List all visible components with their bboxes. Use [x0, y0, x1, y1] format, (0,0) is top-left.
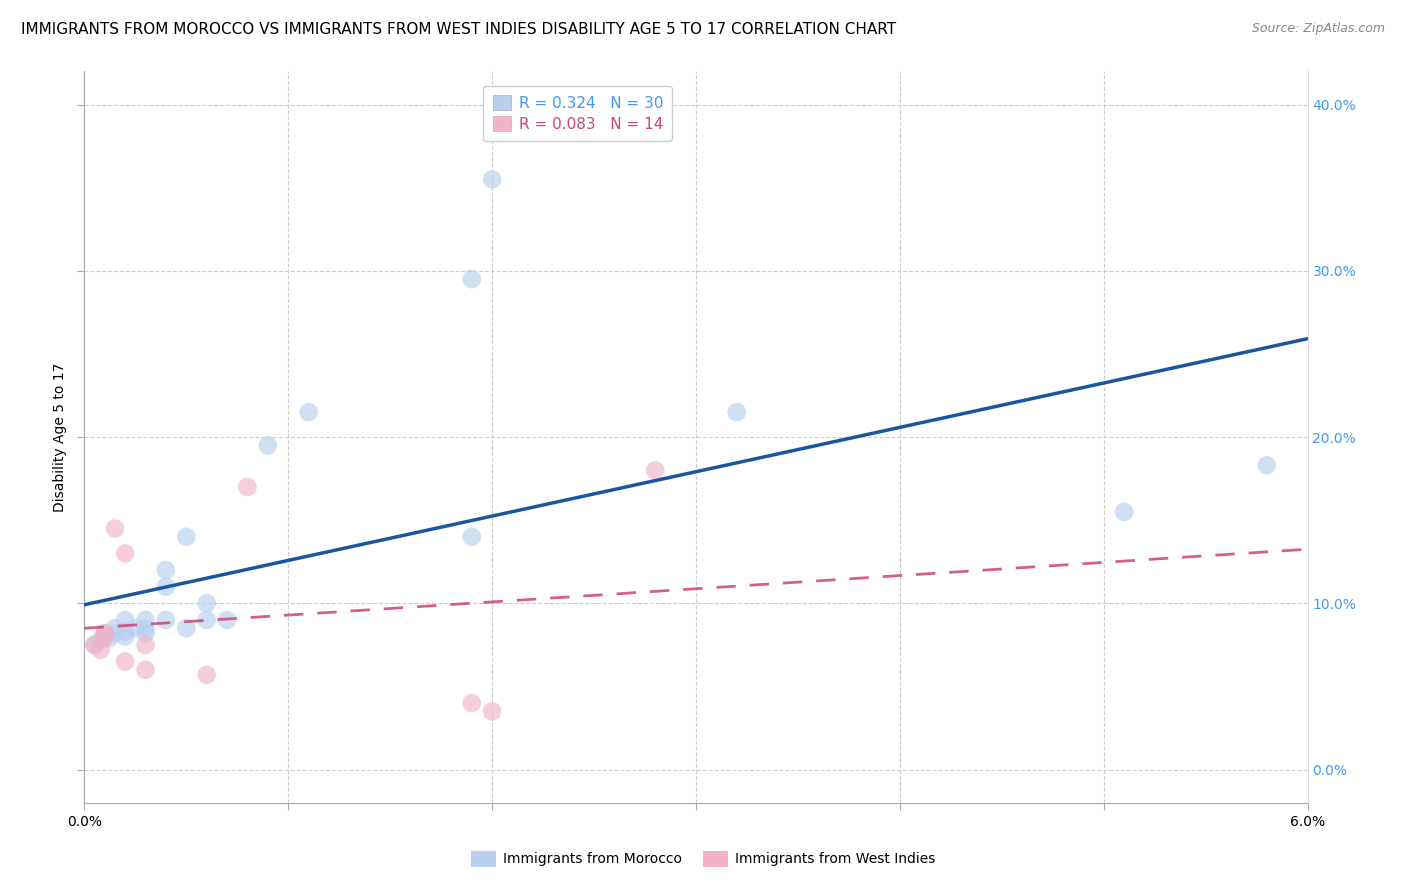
- Point: [90, 632, 112, 647]
- Point: [217, 613, 239, 627]
- Legend: Immigrants from Morocco, Immigrants from West Indies: Immigrants from Morocco, Immigrants from…: [465, 845, 941, 872]
- Y-axis label: Disability Age 5 to 17: Disability Age 5 to 17: [53, 362, 67, 512]
- Point: [114, 546, 136, 560]
- Point: [195, 667, 218, 681]
- Point: [155, 613, 177, 627]
- Point: [124, 621, 146, 635]
- Text: IMMIGRANTS FROM MOROCCO VS IMMIGRANTS FROM WEST INDIES DISABILITY AGE 5 TO 17 CO: IMMIGRANTS FROM MOROCCO VS IMMIGRANTS FR…: [21, 22, 896, 37]
- Point: [104, 621, 127, 635]
- Point: [135, 621, 157, 635]
- Point: [90, 643, 112, 657]
- Point: [461, 272, 484, 286]
- Point: [176, 621, 198, 635]
- Point: [481, 705, 503, 719]
- Point: [135, 638, 157, 652]
- Point: [725, 405, 748, 419]
- Text: Source: ZipAtlas.com: Source: ZipAtlas.com: [1251, 22, 1385, 36]
- Point: [135, 663, 157, 677]
- Point: [104, 521, 127, 535]
- Point: [257, 438, 280, 452]
- Point: [1256, 458, 1278, 473]
- Point: [93, 626, 117, 640]
- Point: [93, 630, 117, 644]
- Point: [114, 630, 136, 644]
- Point: [461, 530, 484, 544]
- Point: [195, 596, 218, 610]
- Point: [114, 655, 136, 669]
- Point: [135, 626, 157, 640]
- Point: [83, 638, 105, 652]
- Point: [83, 638, 105, 652]
- Point: [93, 626, 117, 640]
- Point: [644, 463, 666, 477]
- Point: [481, 172, 503, 186]
- Point: [114, 624, 136, 639]
- Point: [176, 530, 198, 544]
- Point: [1114, 505, 1136, 519]
- Point: [155, 563, 177, 577]
- Point: [195, 613, 218, 627]
- Point: [135, 613, 157, 627]
- Point: [114, 613, 136, 627]
- Point: [298, 405, 321, 419]
- Point: [155, 580, 177, 594]
- Point: [236, 480, 259, 494]
- Point: [97, 632, 120, 646]
- Legend: R = 0.324   N = 30, R = 0.083   N = 14: R = 0.324 N = 30, R = 0.083 N = 14: [484, 87, 672, 141]
- Point: [461, 696, 484, 710]
- Point: [104, 626, 127, 640]
- Point: [93, 630, 117, 644]
